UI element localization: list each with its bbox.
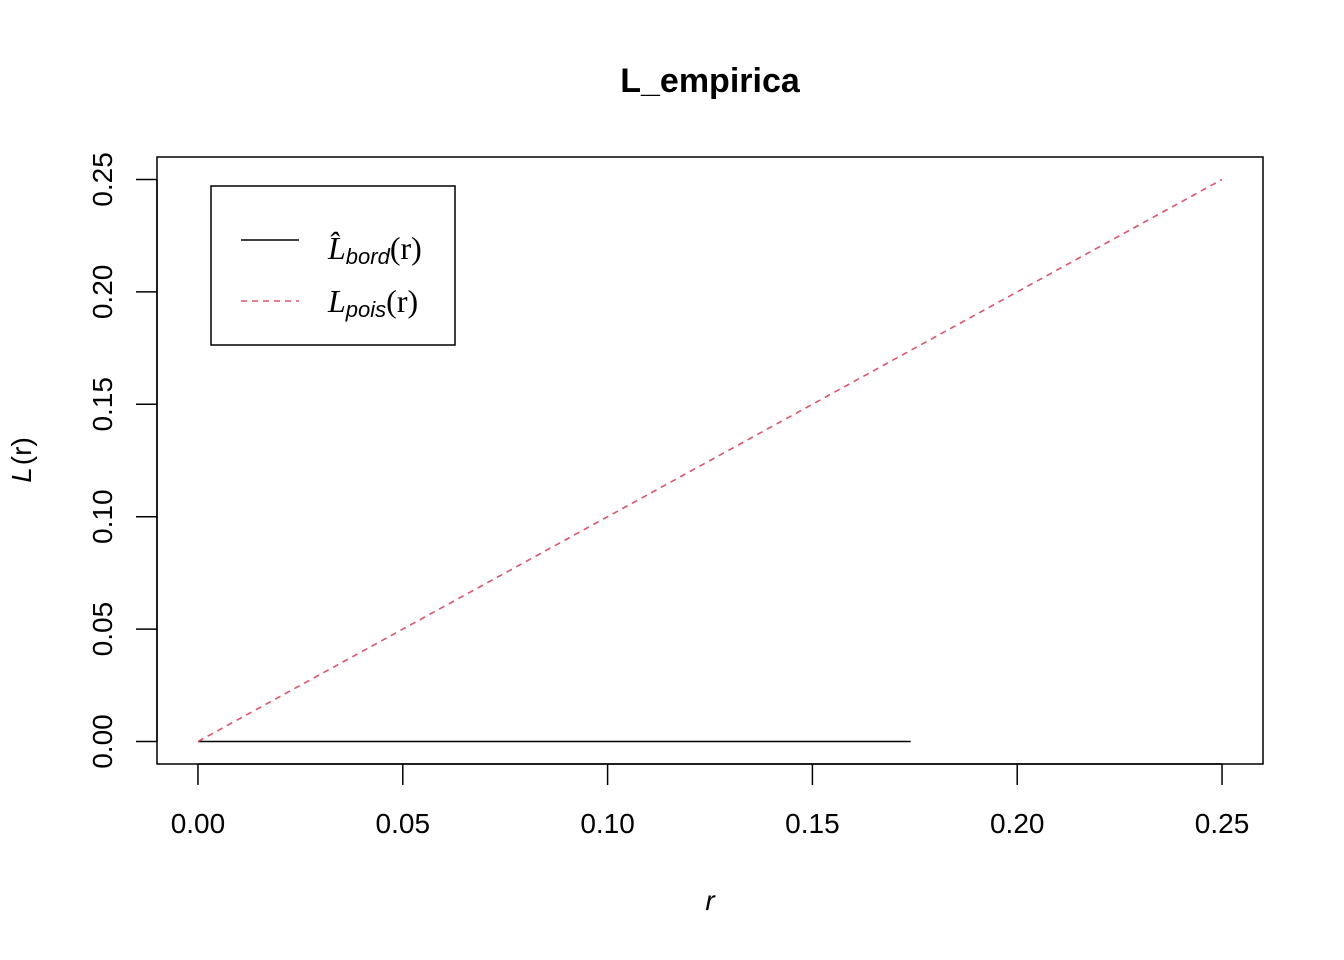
y-tick-label: 0.00 (87, 714, 118, 769)
y-tick-label: 0.25 (87, 152, 118, 207)
legend: L̂bord(r) Lpois(r) (210, 185, 456, 346)
legend-arg-bord: (r) (390, 230, 422, 266)
y-tick-label: 0.15 (87, 377, 118, 432)
legend-sub-pois: pois (345, 297, 386, 322)
x-axis-label: r (705, 885, 716, 916)
series-line-pois (197, 178, 1223, 743)
x-tick-label: 0.15 (785, 808, 840, 839)
y-axis: 0.00 0.05 0.10 0.15 0.20 0.25 (87, 152, 158, 769)
x-tick-label: 0.20 (990, 808, 1045, 839)
legend-main-pois: L (327, 283, 346, 319)
x-tick-label: 0.05 (376, 808, 431, 839)
x-tick-label: 0.10 (580, 808, 635, 839)
chart-title: L_empirica (620, 62, 801, 100)
y-axis-label-main: L (6, 467, 37, 483)
y-tick-label: 0.10 (87, 489, 118, 544)
x-axis: 0.00 0.05 0.10 0.15 0.20 0.25 (171, 763, 1250, 839)
x-tick-label: 0.25 (1195, 808, 1250, 839)
legend-main-bord: L̂ (327, 230, 346, 266)
y-tick-label: 0.20 (87, 265, 118, 320)
legend-sub-bord: bord (346, 244, 391, 269)
y-tick-label: 0.05 (87, 602, 118, 657)
y-axis-label-arg: (r) (6, 437, 37, 465)
legend-box (210, 185, 456, 346)
legend-label-pois: Lpois(r) (327, 283, 418, 322)
y-axis-label: L (r) (6, 437, 37, 483)
series-layer (197, 178, 1223, 743)
x-tick-label: 0.00 (171, 808, 226, 839)
legend-arg-pois: (r) (386, 283, 418, 319)
legend-label-bord: L̂bord(r) (327, 230, 422, 269)
